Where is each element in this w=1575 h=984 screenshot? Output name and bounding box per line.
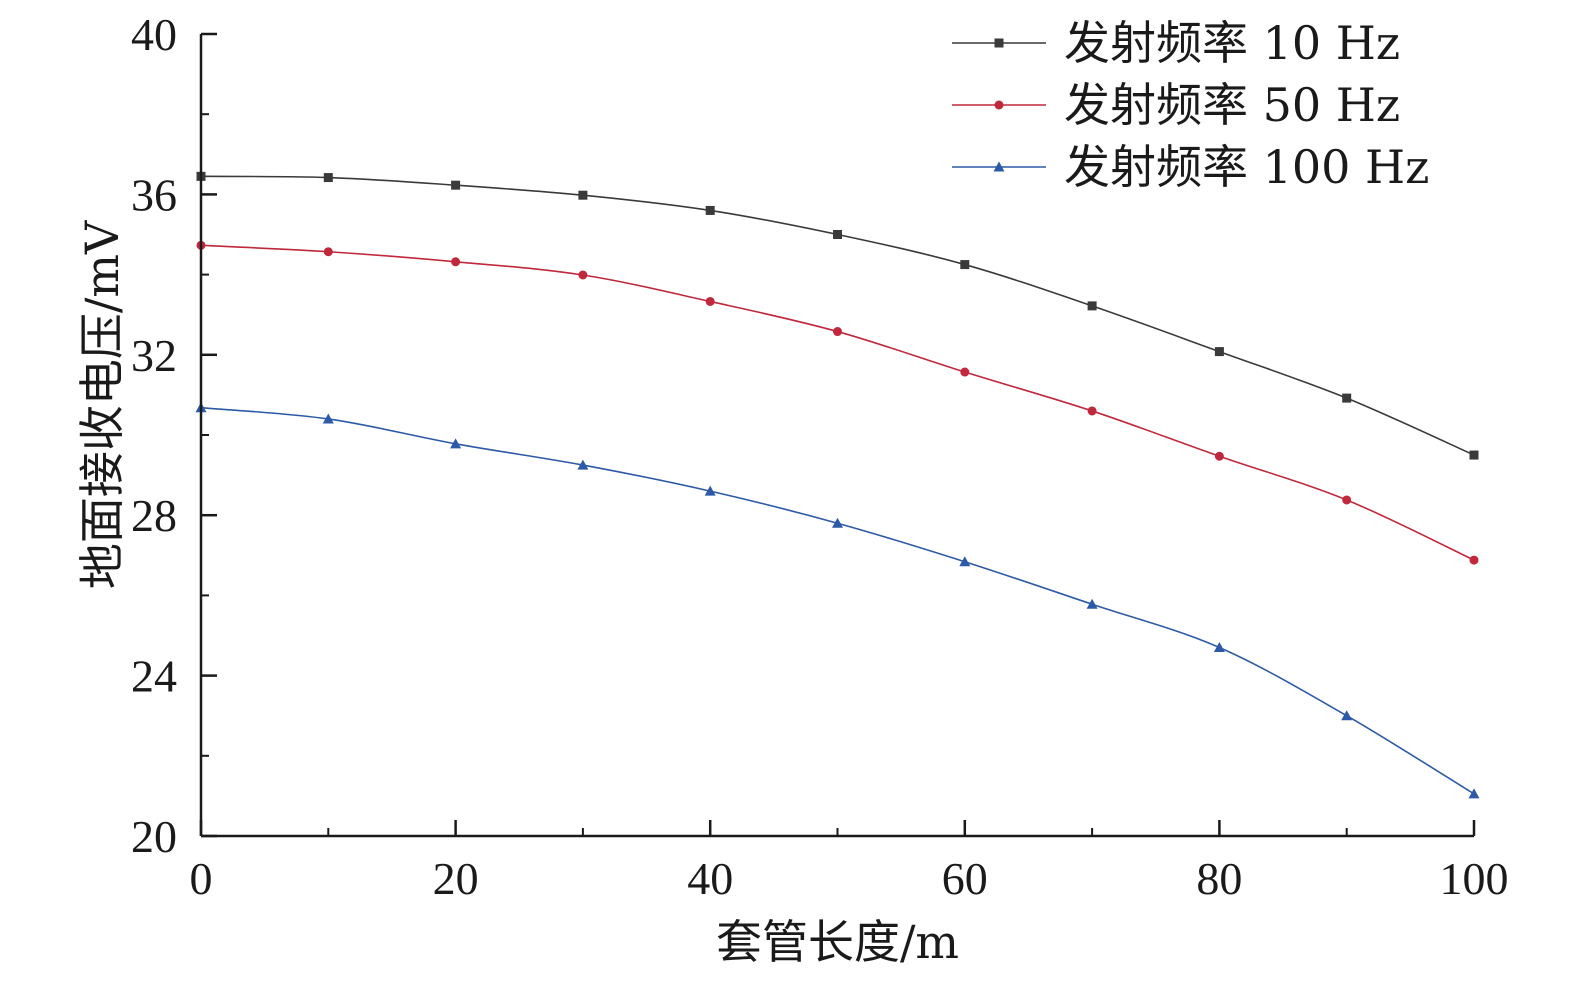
data-point (1214, 451, 1224, 461)
y-tick-label: 32 (131, 330, 177, 381)
data-point (1087, 406, 1097, 416)
data-point (960, 367, 970, 377)
y-tick-label: 28 (131, 490, 177, 541)
data-point (1468, 788, 1480, 799)
legend: 发射频率 10 Hz 发射频率 50 Hz 发射频率 100 Hz (952, 16, 1429, 194)
y-axis-title: 地面接收电压/mV (75, 220, 129, 589)
data-point (323, 247, 333, 257)
data-point (578, 270, 588, 280)
data-point (323, 173, 333, 183)
x-axis-title: 套管长度/m (716, 915, 959, 969)
legend-label: 发射频率 50 Hz (1064, 78, 1400, 132)
x-tick-label: 60 (942, 853, 988, 904)
series-1 (196, 171, 1479, 460)
y-tick-label: 36 (131, 169, 177, 220)
series-2 (196, 240, 1479, 565)
legend-marker (994, 38, 1004, 48)
data-point (322, 413, 334, 424)
x-tick-label: 40 (687, 853, 733, 904)
series-line (200, 244, 1475, 561)
data-point (1086, 598, 1098, 609)
data-point (832, 517, 843, 528)
data-point (577, 459, 589, 470)
data-point (1341, 710, 1353, 721)
data-point (578, 190, 588, 200)
data-point (1469, 555, 1479, 565)
data-point (451, 257, 461, 267)
y-axis-ticks: 20 24 28 32 36 40 (131, 9, 217, 862)
legend-marker (993, 161, 1005, 172)
data-point (960, 260, 970, 270)
data-point (1469, 450, 1479, 460)
series-3 (195, 402, 1480, 799)
y-tick-label: 20 (131, 811, 177, 862)
data-point (450, 438, 462, 449)
y-tick-label: 40 (131, 9, 177, 60)
x-tick-label: 80 (1196, 853, 1242, 904)
data-point (451, 180, 461, 190)
data-point (1342, 393, 1352, 403)
series-line (200, 175, 1475, 456)
legend-item: 发射频率 100 Hz (952, 140, 1429, 194)
legend-item: 发射频率 10 Hz (952, 16, 1400, 70)
x-tick-label: 100 (1440, 853, 1509, 904)
legend-label: 发射频率 10 Hz (1064, 16, 1400, 70)
data-point (1213, 642, 1225, 653)
plot-area (195, 171, 1480, 799)
data-point (1342, 495, 1352, 505)
data-point (705, 205, 715, 215)
data-point (1087, 301, 1097, 311)
x-axis-ticks: 0 20 40 60 80 100 (190, 820, 1509, 904)
legend-marker (994, 100, 1004, 110)
series-line (200, 406, 1475, 795)
data-point (833, 327, 842, 337)
data-point (705, 296, 715, 306)
legend-label: 发射频率 100 Hz (1064, 140, 1429, 194)
legend-item: 发射频率 50 Hz (952, 78, 1400, 132)
data-point (704, 485, 716, 496)
data-point (959, 556, 971, 567)
y-tick-label: 24 (131, 651, 177, 702)
data-point (833, 230, 842, 239)
x-tick-label: 0 (190, 853, 213, 904)
x-tick-label: 20 (433, 853, 479, 904)
data-point (1214, 347, 1224, 357)
